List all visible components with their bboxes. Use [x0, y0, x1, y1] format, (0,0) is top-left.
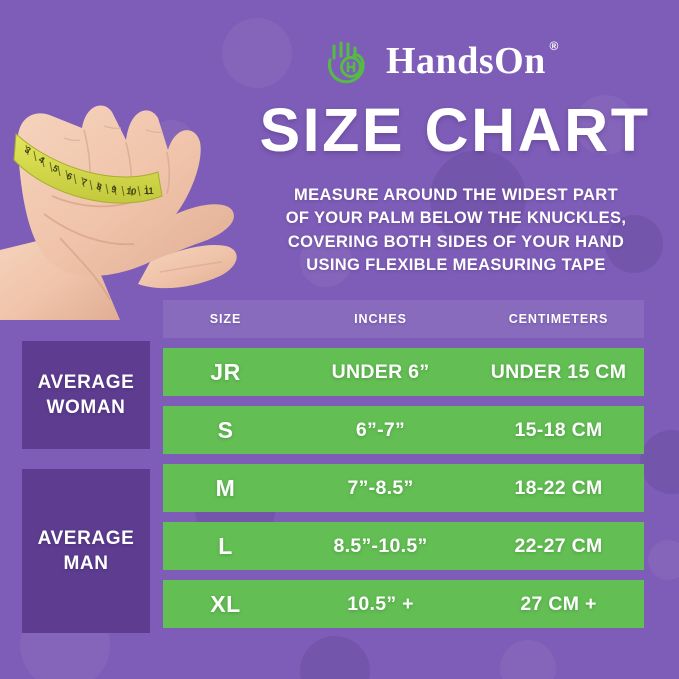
instruction-line: OF YOUR PALM BELOW THE KNUCKLES, — [285, 209, 627, 228]
svg-text:11: 11 — [144, 186, 154, 196]
group-label-text: AVERAGE MAN — [38, 526, 135, 576]
cell-centimeters: 15-18 CM — [514, 418, 603, 441]
svg-text:3: 3 — [23, 145, 33, 156]
hands-on-palm-logo-icon — [322, 36, 372, 86]
cell-inches: 8.5”-10.5” — [333, 534, 428, 557]
brand-name: HandsOn ® — [386, 40, 558, 82]
cell-centimeters: UNDER 15 CM — [490, 360, 627, 383]
group-label-line1: AVERAGE — [37, 371, 135, 393]
cell-centimeters: 18-22 CM — [514, 476, 603, 499]
table-row: L 8.5”-10.5” 22-27 CM — [163, 522, 644, 570]
cell-size: JR — [210, 358, 241, 385]
column-header-centimeters: CENTIMETERS — [508, 312, 609, 326]
bokeh-circle — [648, 540, 679, 580]
instruction-line: MEASURE AROUND THE WIDEST PART — [294, 186, 618, 204]
cell-centimeters: 22-27 CM — [514, 534, 603, 557]
cell-inches: 6”-7” — [355, 418, 406, 441]
svg-text:8: 8 — [96, 181, 103, 192]
brand-name-text: HandsOn — [386, 40, 546, 82]
registered-trademark-icon: ® — [549, 39, 559, 53]
cell-inches: 7”-8.5” — [347, 476, 414, 499]
page-title: SIZE CHART — [259, 96, 651, 164]
group-label-line1: AVERAGE — [37, 527, 135, 549]
svg-text:5: 5 — [51, 163, 60, 174]
table-row: S 6”-7” 15-18 CM — [163, 406, 644, 454]
svg-text:6: 6 — [65, 171, 74, 182]
cell-size: L — [218, 532, 233, 559]
cell-inches: UNDER 6” — [331, 360, 430, 383]
table-row: M 7”-8.5” 18-22 CM — [163, 464, 644, 512]
svg-text:9: 9 — [111, 184, 118, 195]
group-label-line2: WOMAN — [46, 397, 126, 418]
bokeh-circle — [300, 636, 370, 679]
instruction-line: COVERING BOTH SIDES OF YOUR HAND — [287, 232, 625, 251]
column-header-size: SIZE — [209, 312, 242, 326]
cell-size: M — [215, 474, 236, 501]
table-row: JR UNDER 6” UNDER 15 CM — [163, 348, 644, 396]
cell-inches: 10.5” + — [347, 592, 414, 615]
table-header-row: SIZE INCHES CENTIMETERS — [163, 300, 644, 338]
group-label-average-woman: AVERAGE WOMAN — [22, 341, 150, 449]
cell-size: XL — [210, 590, 241, 617]
table-row: XL 10.5” + 27 CM + — [163, 580, 644, 628]
measurement-instructions: MEASURE AROUND THE WIDEST PART OF YOUR P… — [238, 184, 674, 278]
svg-text:4: 4 — [37, 154, 47, 165]
cell-centimeters: 27 CM + — [520, 592, 597, 615]
column-header-inches: INCHES — [354, 312, 407, 326]
instruction-line: USING FLEXIBLE MEASURING TAPE — [306, 256, 606, 275]
svg-text:7: 7 — [80, 176, 88, 187]
bokeh-circle — [640, 430, 679, 494]
group-label-average-man: AVERAGE MAN — [22, 469, 150, 633]
hand-measurement-photo: 3 4 5 6 7 8 9 10 11 — [0, 0, 258, 320]
group-label-line2: MAN — [63, 553, 109, 574]
size-table: SIZE INCHES CENTIMETERS JR UNDER 6” UNDE… — [163, 300, 644, 628]
svg-text:10: 10 — [126, 186, 137, 197]
group-label-text: AVERAGE WOMAN — [38, 370, 135, 420]
bokeh-circle — [500, 640, 556, 679]
brand-logo: HandsOn ® — [322, 33, 582, 89]
cell-size: S — [217, 416, 234, 443]
